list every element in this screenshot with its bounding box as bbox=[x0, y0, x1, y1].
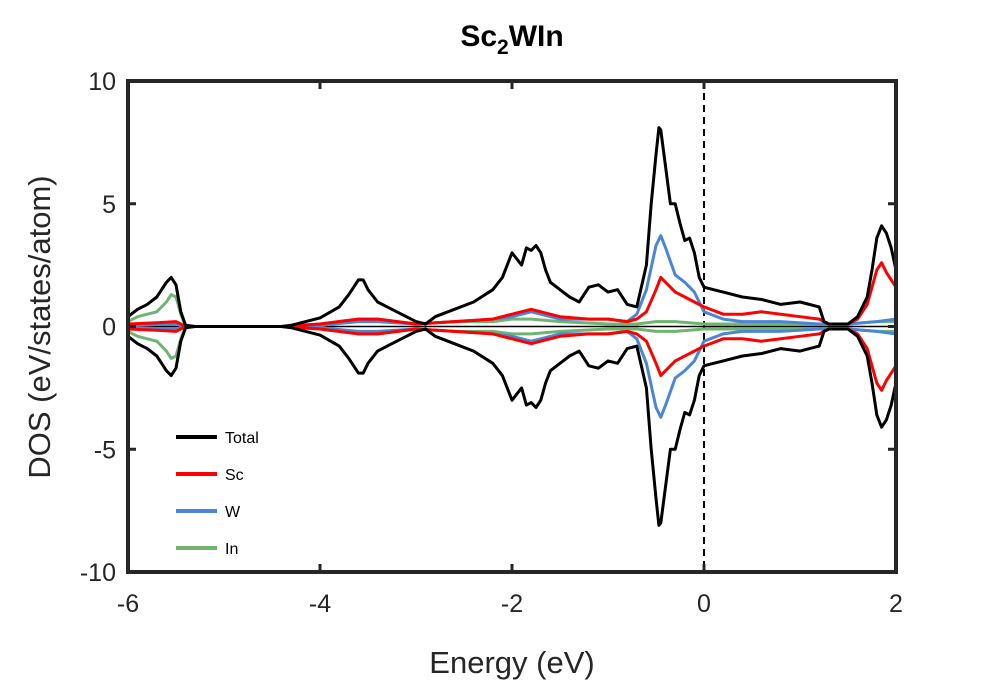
x-tick-label: -6 bbox=[117, 590, 139, 618]
y-tick-label: -5 bbox=[94, 436, 116, 464]
legend-label-w: W bbox=[225, 504, 241, 521]
y-tick-label: 10 bbox=[88, 68, 116, 96]
legend-label-in: In bbox=[225, 541, 238, 558]
series-total-down bbox=[128, 325, 896, 527]
x-tick-label: -4 bbox=[309, 590, 331, 618]
series-total-up bbox=[128, 126, 896, 328]
series-layer bbox=[128, 126, 896, 527]
chart-title: Sc2WIn bbox=[460, 20, 563, 59]
x-tick-label: -2 bbox=[501, 590, 523, 618]
y-tick-label: 0 bbox=[102, 314, 116, 342]
legend-label-sc: Sc bbox=[225, 467, 244, 484]
x-axis-label: Energy (eV) bbox=[429, 645, 594, 680]
y-tick-label: -10 bbox=[80, 559, 116, 587]
y-axis-label: DOS (eV/states/atom) bbox=[22, 175, 57, 478]
y-tick-label: 5 bbox=[102, 191, 116, 219]
ticks-layer: -6 -4 -2 0 2 -10 -5 0 5 10 bbox=[80, 68, 903, 618]
x-tick-label: 0 bbox=[697, 590, 711, 618]
legend: Total Sc W In bbox=[176, 430, 259, 558]
x-tick-label: 2 bbox=[889, 590, 903, 618]
legend-label-total: Total bbox=[225, 430, 259, 447]
